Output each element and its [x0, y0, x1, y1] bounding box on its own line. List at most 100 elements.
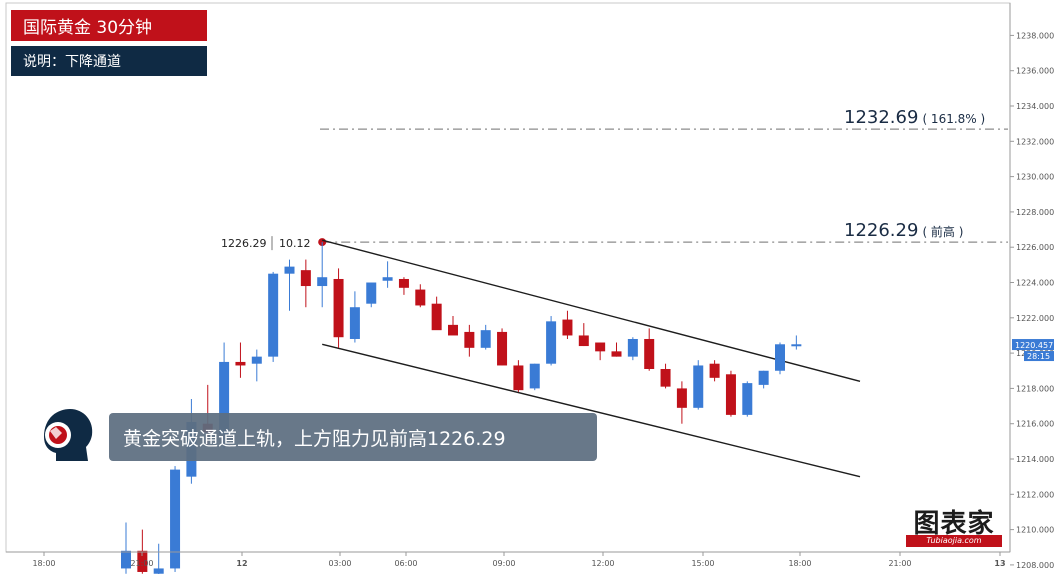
candle	[349, 291, 360, 343]
candle	[431, 296, 442, 331]
plot-border	[5, 2, 1011, 553]
y-tick-label: 1218.000	[1016, 384, 1054, 393]
candle	[480, 324, 491, 350]
candle-body	[660, 368, 671, 387]
candle-body	[153, 568, 164, 574]
candle-body	[480, 330, 491, 348]
y-tick-label: 1214.000	[1016, 455, 1054, 464]
current-price-label: 1220.457	[1015, 341, 1053, 350]
price-levels: 1232.69( 161.8% ) 1226.29( 前高 ) 1226.29 10.…	[221, 107, 1008, 251]
y-tick-label: 1230.000	[1016, 173, 1054, 182]
candle-body	[251, 356, 262, 364]
y-tick-label: 1232.000	[1016, 137, 1054, 146]
candle-body	[448, 324, 458, 336]
chart-title: 国际黄金 30分钟	[11, 10, 207, 41]
x-tick-label: 15:00	[691, 559, 714, 568]
y-tick-label: 1210.000	[1016, 526, 1054, 535]
candle	[235, 342, 246, 378]
x-tick-label: 18:00	[788, 559, 811, 568]
candle-body	[693, 365, 704, 408]
candle	[676, 381, 687, 424]
candle	[758, 370, 769, 389]
candle	[251, 349, 262, 382]
channel-lower-line	[322, 343, 861, 478]
countdown-tag	[1024, 351, 1054, 362]
peak-price-label: 1226.29	[221, 237, 267, 250]
candle-body	[268, 273, 279, 357]
candles	[121, 241, 802, 574]
candle	[775, 342, 785, 375]
candle	[791, 335, 802, 350]
y-tick-label: 1222.000	[1016, 314, 1054, 323]
candle-body	[333, 278, 344, 338]
candle-body	[758, 370, 769, 385]
candle	[742, 381, 753, 417]
chart-subtitle: 说明：下降通道	[11, 46, 207, 76]
brand-logo: 图表家 Tubiaojia.com	[902, 503, 1006, 549]
candle	[464, 324, 475, 357]
candle-body	[627, 338, 638, 357]
candle	[415, 284, 426, 308]
level-label: 1226.29( 前高 )	[844, 220, 963, 241]
brand-url: Tubiaojia.com	[906, 535, 1002, 547]
countdown-label: 28:15	[1027, 352, 1050, 361]
candle	[284, 259, 295, 311]
channel-upper-line	[322, 239, 861, 383]
candle	[627, 337, 638, 361]
peak-value-label: 10.12	[279, 237, 311, 250]
candle	[448, 316, 458, 336]
x-tick-label: 13	[994, 559, 1005, 568]
candle	[333, 268, 344, 348]
y-tick-label: 1234.000	[1016, 102, 1054, 111]
candle-body	[317, 277, 328, 287]
candle-body	[791, 344, 802, 347]
candle-body	[513, 365, 524, 391]
x-tick-label: 18:00	[32, 559, 55, 568]
candle	[300, 259, 311, 308]
candle-body	[611, 351, 622, 357]
candle	[546, 316, 557, 366]
y-tick-label: 1236.000	[1016, 67, 1054, 76]
x-tick-label: 21:00	[130, 559, 153, 568]
candle-body	[219, 361, 230, 435]
chart-frame	[5, 2, 1011, 553]
y-tick-label: 1228.000	[1016, 208, 1054, 217]
candle-body	[595, 342, 606, 352]
candle	[578, 323, 589, 347]
y-tick-label: 1212.000	[1016, 490, 1054, 499]
candle	[153, 543, 164, 574]
candle	[513, 360, 524, 392]
candle	[170, 466, 181, 572]
candle-body	[578, 335, 589, 347]
candle	[366, 282, 377, 308]
x-tick-label: 09:00	[492, 559, 515, 568]
candle-body	[366, 282, 377, 304]
candle	[121, 522, 131, 574]
candle-body	[725, 374, 736, 415]
candle-body	[137, 550, 148, 572]
level-label: 1232.69( 161.8% )	[844, 107, 985, 128]
candle-body	[170, 469, 181, 569]
candle-body	[775, 344, 785, 371]
y-tick-label: 1238.000	[1016, 31, 1054, 40]
y-tick-label: 1226.000	[1016, 243, 1054, 252]
candle	[611, 342, 622, 357]
candle	[709, 360, 720, 382]
candle	[562, 310, 573, 339]
analyst-avatar-icon	[44, 409, 93, 461]
candle-body	[497, 331, 508, 366]
candle-body	[235, 361, 246, 366]
x-tick-label: 03:00	[328, 559, 351, 568]
candle	[660, 363, 671, 389]
candle-body	[742, 383, 753, 415]
candle-body	[284, 266, 295, 274]
candle-body	[464, 331, 475, 348]
candle	[644, 328, 655, 371]
candle-body	[529, 363, 540, 389]
candle	[693, 360, 704, 410]
candle	[382, 261, 393, 288]
candle	[317, 241, 328, 308]
analysis-comment: 黄金突破通道上轨，上方阻力见前高1226.29	[109, 413, 597, 461]
x-tick-label: 06:00	[394, 559, 417, 568]
